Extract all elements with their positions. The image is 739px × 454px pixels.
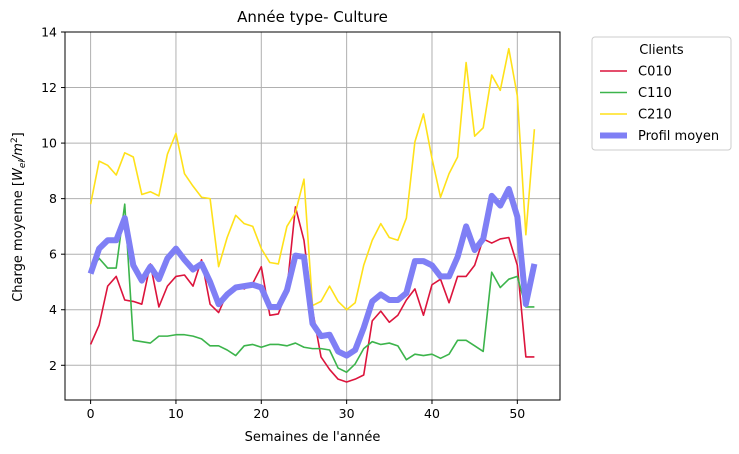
y-tick-label: 6 (49, 247, 57, 262)
x-axis-label: Semaines de l'année (245, 430, 381, 445)
x-tick-label: 40 (424, 406, 440, 421)
legend-box (591, 36, 732, 151)
y-axis-label-unit-sub: el (18, 160, 28, 169)
y-axis-label-unit: W (11, 167, 26, 181)
plot-frame (64, 31, 561, 401)
legend-entry-label: Profil moyen (638, 129, 719, 144)
legend-entry-label: C210 (638, 108, 672, 123)
y-axis-label-text: Charge moyenne [ (11, 181, 26, 302)
y-tick-label: 8 (49, 191, 57, 206)
x-tick-label: 50 (509, 406, 525, 421)
y-axis-label-unit-den: /m (11, 143, 26, 161)
axis-ticks: 0 10 20 30 40 50 2 4 6 8 10 12 14 (41, 25, 525, 422)
legend-items: C010 C110 C210 Profil moyen (600, 65, 719, 144)
y-tick-label: 14 (41, 25, 57, 40)
series-line-c110 (89, 203, 535, 374)
y-tick-label: 2 (49, 358, 57, 373)
x-tick-label: 30 (339, 406, 355, 421)
y-tick-label: 12 (41, 80, 57, 95)
legend: Clients C010 C110 C210 Profil moyen (591, 36, 732, 151)
x-tick-label: 20 (253, 406, 269, 421)
series-lines (87, 47, 538, 383)
x-tick-label: 10 (168, 406, 184, 421)
chart-title: Année type- Culture (237, 8, 388, 26)
series-line-profil-moyen (87, 185, 538, 359)
x-tick-label: 0 (87, 406, 95, 421)
legend-entry-label: C010 (638, 65, 672, 80)
y-axis-label-unit-exp: 2 (10, 137, 20, 143)
y-axis-label-close: ] (11, 132, 26, 137)
y-tick-label: 10 (41, 136, 57, 151)
y-axis-label: Charge moyenne [Wel/m2] (10, 132, 28, 302)
legend-title: Clients (639, 43, 684, 58)
y-tick-label: 4 (49, 302, 57, 317)
legend-entry-label: C110 (638, 86, 672, 101)
